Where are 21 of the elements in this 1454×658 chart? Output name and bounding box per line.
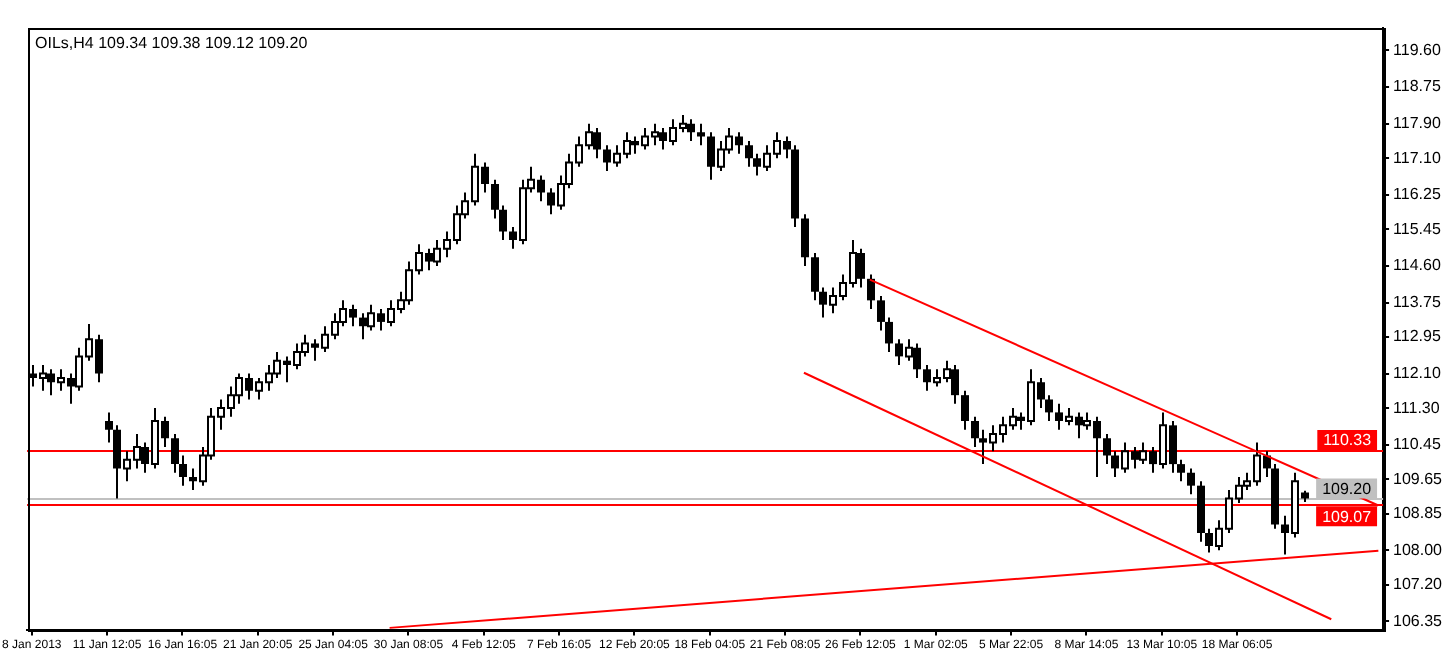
y-tick-label: 110.45 — [1393, 435, 1442, 454]
y-tick-label: 113.75 — [1393, 292, 1442, 311]
y-tick-label: 118.75 — [1393, 77, 1442, 96]
y-tick-label: 115.45 — [1393, 219, 1442, 238]
ref-line-label: 110.33 — [1323, 431, 1373, 450]
y-tick-label: 116.25 — [1393, 185, 1442, 204]
y-tick-label: 114.60 — [1393, 256, 1442, 275]
y-tick-label: 106.35 — [1393, 611, 1444, 630]
y-tick-label: 117.90 — [1393, 114, 1442, 133]
y-tick-label: 109.65 — [1393, 469, 1444, 488]
y-tick-label: 108.00 — [1393, 540, 1444, 559]
chart-title: OILs,H4 109.34 109.38 109.12 109.20 — [35, 34, 309, 53]
y-tick-label: 119.60 — [1393, 40, 1442, 59]
y-tick-label: 112.95 — [1393, 327, 1442, 346]
y-tick-label: 108.85 — [1393, 504, 1444, 523]
ref-line-label: 109.20 — [1322, 480, 1373, 498]
y-tick-label: 107.20 — [1393, 575, 1444, 594]
y-tick-label: 117.10 — [1393, 148, 1442, 167]
y-tick-label: 112.10 — [1393, 364, 1442, 383]
ref-line-label: 109.07 — [1322, 507, 1373, 526]
y-tick-label: 111.30 — [1393, 398, 1441, 417]
